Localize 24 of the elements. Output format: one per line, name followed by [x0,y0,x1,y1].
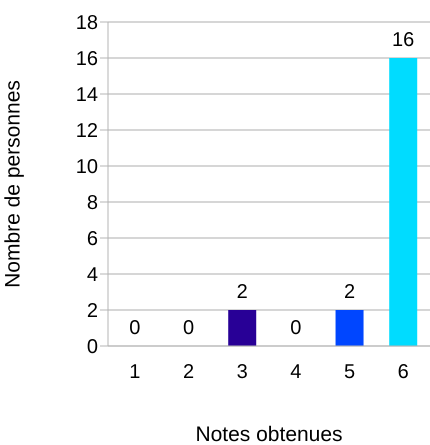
x-axis-title: Notes obtenues [195,423,343,445]
y-axis-title: Nombre de personnes [1,80,24,288]
x-tick-label: 5 [344,361,356,384]
x-tick-label: 1 [129,361,140,384]
y-tick-label: 4 [86,264,98,286]
x-tick-label: 6 [398,361,409,384]
y-tick-label: 16 [76,48,98,70]
y-tick-label: 2 [86,300,98,322]
y-tick-label: 12 [76,120,98,142]
y-tick-label: 6 [86,228,98,250]
data-label: 2 [344,281,356,303]
y-tick-label: 18 [76,12,98,34]
x-tick-label: 3 [236,361,248,384]
y-tick-label: 0 [86,336,98,358]
y-tick-label: 14 [76,84,98,106]
y-tick-label: 8 [86,192,98,214]
data-label: 2 [236,281,248,303]
data-label: 16 [392,29,414,51]
x-tick-label: 2 [182,361,194,384]
data-label: 0 [182,317,194,339]
x-tick-label: 4 [290,361,302,384]
y-tick-label: 10 [76,156,98,178]
data-label: 0 [129,317,140,339]
data-label: 0 [290,317,302,339]
